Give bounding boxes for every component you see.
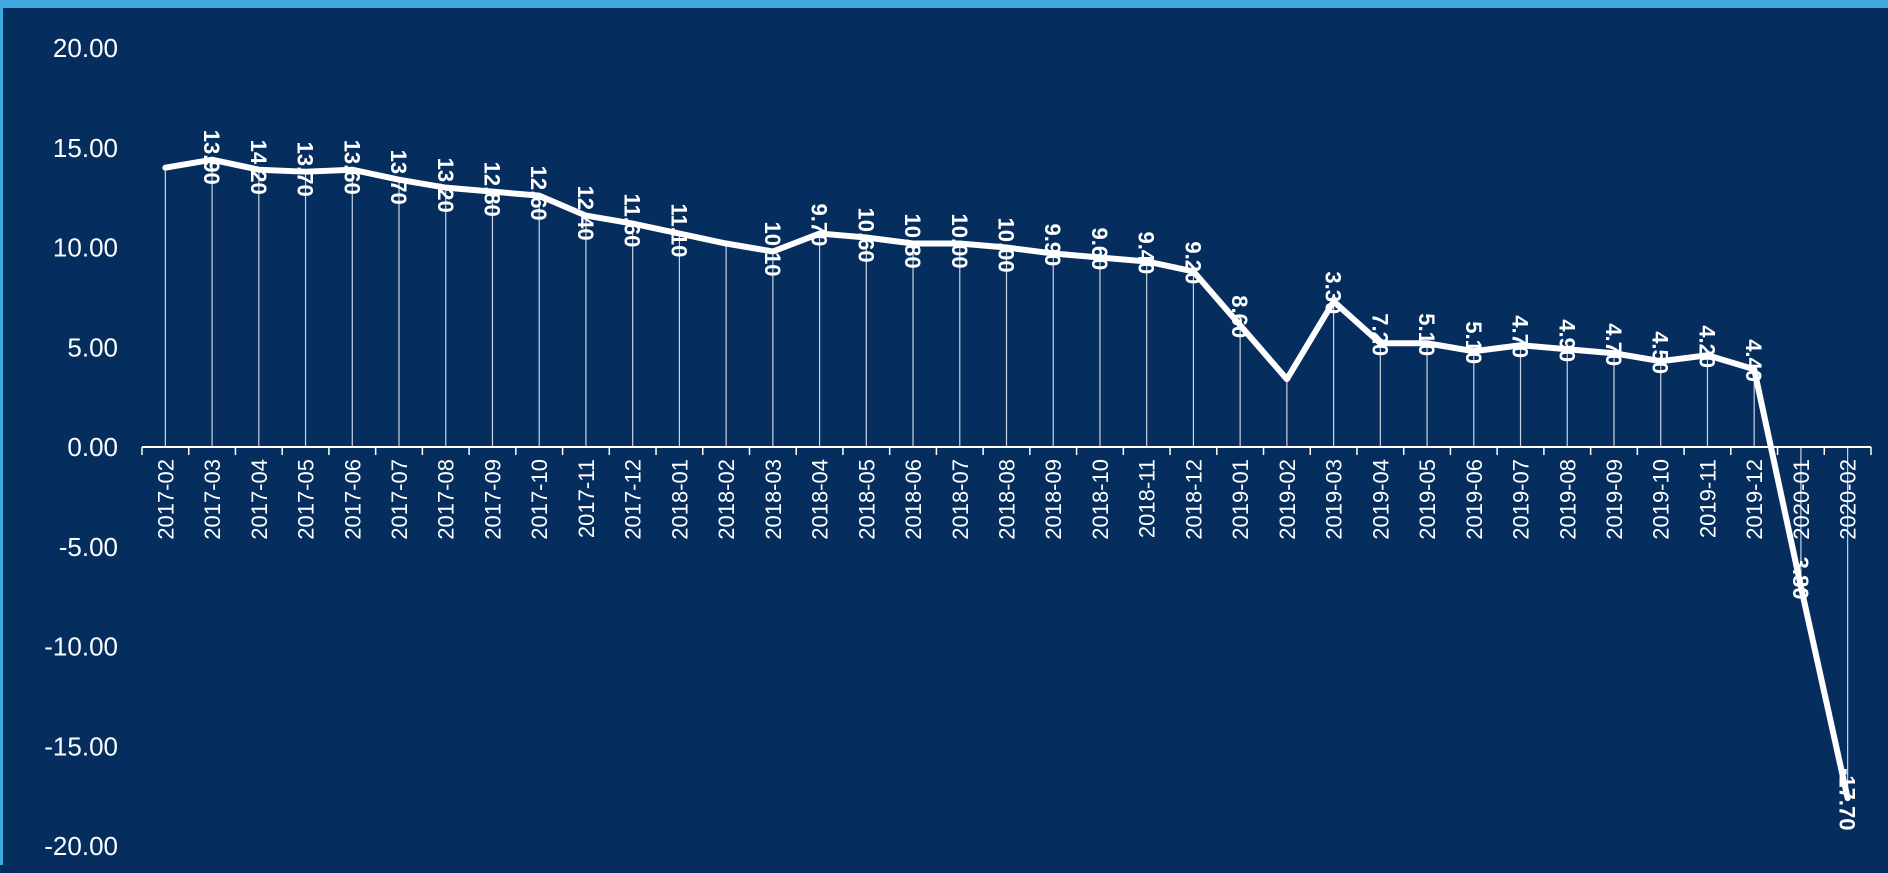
line-chart: 20.00 15.00 10.00 5.00 0.00 -5.00 -10.00 -15.00… <box>44 33 1872 861</box>
x-tick-label: 2018-08 <box>995 459 1020 540</box>
x-tick-label: 2019-05 <box>1415 459 1440 540</box>
data-label: 11.10 <box>666 204 691 258</box>
x-tick-label: 2019-11 <box>1695 459 1720 538</box>
x-tick-label: 2018-04 <box>808 459 833 540</box>
y-tick-label: -20.00 <box>44 831 118 861</box>
x-tick-label: 2019-10 <box>1649 459 1674 540</box>
data-label: 13.70 <box>293 142 318 197</box>
x-tick-label: 2017-07 <box>387 459 412 540</box>
data-label: 4.70 <box>1508 315 1533 358</box>
data-label: 4.50 <box>1648 331 1673 374</box>
y-tick-label: 10.00 <box>53 233 118 263</box>
x-tick-label: 2019-03 <box>1322 459 1347 540</box>
y-tick-label: -15.00 <box>44 731 118 761</box>
data-label: 13.20 <box>433 158 458 213</box>
y-tick-label: 0.00 <box>67 432 118 462</box>
data-label: 7.20 <box>1367 313 1392 356</box>
x-tick-label: 2018-11 <box>1135 459 1160 538</box>
x-tick-label: 2019-06 <box>1462 459 1487 540</box>
data-label: 9.70 <box>807 204 832 247</box>
x-tick-label: 2018-01 <box>667 459 692 540</box>
data-label: 13.90 <box>199 130 224 185</box>
data-label: 4.40 <box>1741 339 1766 382</box>
y-tick-label: 20.00 <box>53 33 118 63</box>
data-label: 9.40 <box>1134 231 1159 274</box>
x-tick-label: 2018-10 <box>1088 459 1113 540</box>
data-label: 12.40 <box>573 186 598 241</box>
data-label: 11.60 <box>620 194 645 248</box>
series-line <box>162 156 1851 802</box>
x-tick-label: 2019-07 <box>1509 459 1534 540</box>
data-label: 5.10 <box>1414 313 1439 356</box>
data-label: 3.30 <box>1321 271 1346 314</box>
data-label: 4.70 <box>1601 323 1626 366</box>
x-tick-label: 2018-02 <box>714 459 739 540</box>
data-label: 10.10 <box>760 221 785 276</box>
x-tick-label: 2017-02 <box>153 459 178 540</box>
x-tick-label: 2018-07 <box>948 459 973 540</box>
x-tick-label: 2019-02 <box>1275 459 1300 540</box>
data-label: -17.70 <box>1835 768 1860 830</box>
x-tick-label: 2017-08 <box>434 459 459 540</box>
x-tick-label: 2019-01 <box>1228 459 1253 540</box>
y-tick-label: -5.00 <box>59 532 118 562</box>
x-tick-label: 2018-06 <box>901 459 926 540</box>
data-label: 13.60 <box>339 140 364 195</box>
data-label: 10.00 <box>947 214 972 269</box>
x-tick-label: 2020-02 <box>1836 459 1861 540</box>
data-label: 13.70 <box>386 150 411 205</box>
data-label: 9.90 <box>1040 223 1065 266</box>
x-tick-label: 2017-06 <box>340 459 365 540</box>
x-tick-label: 2018-05 <box>854 459 879 540</box>
x-tick-label: 2018-12 <box>1181 459 1206 540</box>
y-tick-label: 5.00 <box>67 332 118 362</box>
x-tick-label: 2018-03 <box>761 459 786 540</box>
data-label: 9.20 <box>1180 241 1205 284</box>
x-tick-label: 2017-12 <box>621 459 646 540</box>
data-label: 3.80 <box>1788 557 1813 600</box>
x-tick-label: 2017-05 <box>294 459 319 540</box>
x-tick-label: 2017-11 <box>574 459 599 538</box>
x-tick-label: 2020-01 <box>1789 459 1814 540</box>
x-tick-label: 2019-08 <box>1555 459 1580 540</box>
data-label: 14.20 <box>246 140 271 195</box>
x-tick-label: 2017-03 <box>200 459 225 540</box>
data-label: 4.90 <box>1554 319 1579 362</box>
data-label: 12.80 <box>479 162 504 217</box>
data-label: 10.00 <box>994 218 1019 273</box>
x-tick-label: 2018-09 <box>1041 459 1066 540</box>
x-tick-label: 2019-09 <box>1602 459 1627 540</box>
data-label: 4.20 <box>1694 325 1719 368</box>
y-tick-label: 15.00 <box>53 133 118 163</box>
x-tick-label: 2017-04 <box>247 459 272 540</box>
data-label: 9.60 <box>1087 227 1112 270</box>
data-label: 10.60 <box>853 208 878 263</box>
x-tick-label: 2017-09 <box>480 459 505 540</box>
x-tick-label: 2019-12 <box>1742 459 1767 540</box>
y-tick-label: -10.00 <box>44 632 118 662</box>
data-label: 8.60 <box>1227 295 1252 338</box>
data-label: 12.60 <box>526 166 551 221</box>
x-tick-label: 2017-10 <box>527 459 552 540</box>
x-tick-label: 2019-04 <box>1368 459 1393 540</box>
data-label: 5.10 <box>1461 321 1486 364</box>
data-label: 10.80 <box>900 214 925 269</box>
